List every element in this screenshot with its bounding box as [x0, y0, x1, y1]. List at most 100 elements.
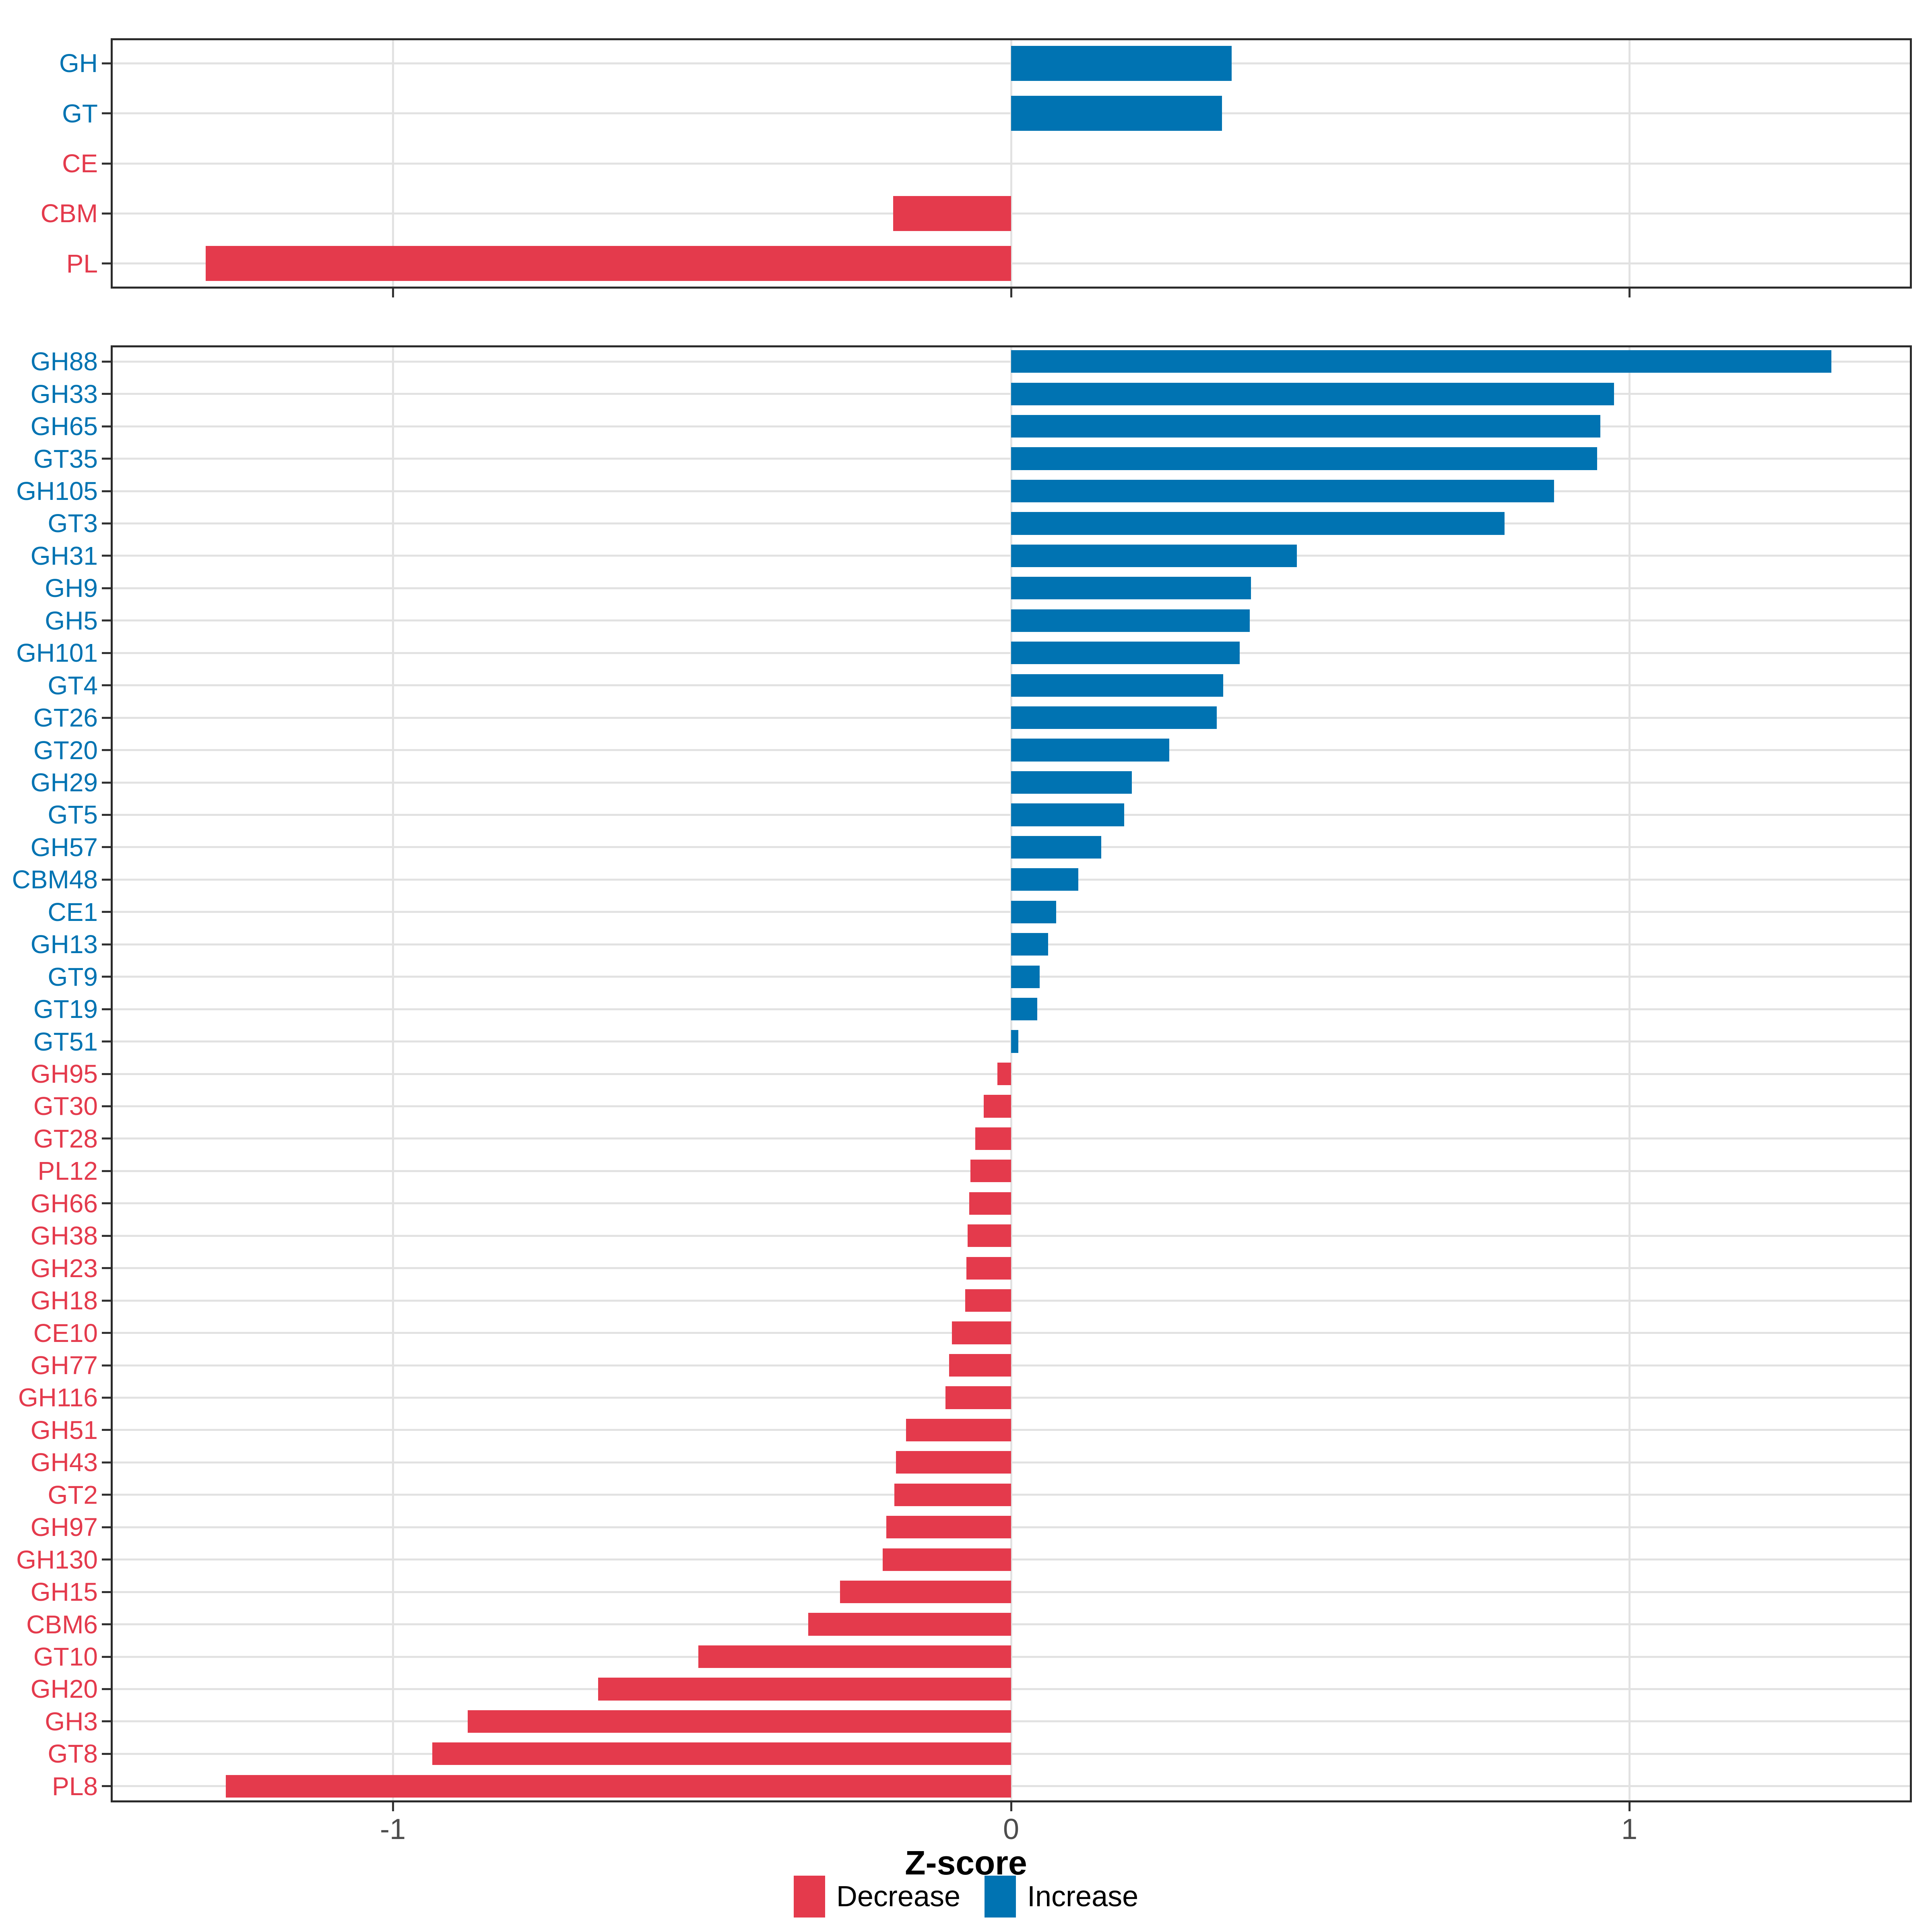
- y-label-GH101: GH101: [16, 638, 98, 668]
- y-label-GH77: GH77: [30, 1351, 98, 1380]
- bar-GH51: [906, 1418, 1011, 1442]
- bar-GH65: [1011, 415, 1600, 438]
- y-tick-GH9: [102, 587, 111, 589]
- y-tick-GH31: [102, 555, 111, 557]
- y-tick-GH65: [102, 425, 111, 427]
- legend: Decrease Increase: [0, 1876, 1932, 1918]
- bar-GT20: [1011, 739, 1170, 762]
- legend-swatch-decrease: [793, 1876, 825, 1918]
- x-tick-label-0: 0: [1003, 1813, 1020, 1845]
- y-label-GT10: GT10: [33, 1642, 98, 1671]
- y-label-CE: CE: [62, 149, 98, 178]
- bar-GT30: [984, 1095, 1011, 1118]
- y-tick-GH20: [102, 1688, 111, 1690]
- y-tick-GH33: [102, 393, 111, 395]
- y-tick-GH116: [102, 1396, 111, 1399]
- y-label-GT8: GT8: [47, 1739, 98, 1769]
- gridline-x--1: [392, 38, 394, 289]
- y-label-GH116: GH116: [18, 1383, 98, 1412]
- bar-GH29: [1011, 771, 1132, 794]
- y-label-GT5: GT5: [47, 800, 98, 830]
- x-tick--1: [392, 1802, 394, 1811]
- y-tick-GH3: [102, 1720, 111, 1723]
- bar-CBM: [893, 196, 1011, 231]
- bar-GH66: [969, 1192, 1011, 1215]
- y-tick-GH66: [102, 1202, 111, 1205]
- bar-GT19: [1011, 997, 1037, 1021]
- y-tick-GT20: [102, 749, 111, 751]
- bar-GT2: [894, 1483, 1011, 1506]
- y-tick-GH105: [102, 490, 111, 492]
- bar-GT28: [975, 1127, 1011, 1150]
- y-tick-GH: [102, 62, 111, 64]
- y-label-GH105: GH105: [16, 477, 98, 506]
- bar-GH15: [840, 1580, 1011, 1604]
- y-label-GH43: GH43: [30, 1448, 98, 1477]
- y-label-GH31: GH31: [30, 541, 98, 570]
- bar-GH18: [965, 1289, 1011, 1312]
- bar-CBM6: [808, 1613, 1011, 1636]
- x-tick-0: [1010, 1802, 1012, 1811]
- y-tick-GT4: [102, 684, 111, 687]
- y-label-GT28: GT28: [33, 1124, 98, 1153]
- bar-GT4: [1011, 674, 1223, 697]
- y-tick-CBM: [102, 212, 111, 215]
- bar-GH3: [467, 1710, 1011, 1733]
- y-label-GH38: GH38: [30, 1221, 98, 1251]
- bar-GT35: [1011, 447, 1598, 470]
- y-label-GH33: GH33: [30, 379, 98, 409]
- x-axis-title: Z-score: [905, 1844, 1027, 1882]
- gridline-x-1: [1628, 345, 1631, 1802]
- y-tick-GT5: [102, 813, 111, 816]
- x-tick-1: [1628, 1802, 1631, 1811]
- y-tick-PL12: [102, 1170, 111, 1172]
- y-label-CE10: CE10: [33, 1318, 98, 1348]
- gridline-x-0: [1010, 345, 1012, 1802]
- y-tick-GT3: [102, 522, 111, 524]
- bar-GH95: [997, 1062, 1011, 1086]
- y-tick-GT2: [102, 1494, 111, 1496]
- bar-GH33: [1011, 382, 1614, 405]
- gridline-x-1: [1628, 38, 1631, 289]
- y-label-GH29: GH29: [30, 768, 98, 797]
- y-label-GT35: GT35: [33, 444, 98, 473]
- legend-label-decrease: Decrease: [836, 1880, 960, 1913]
- bar-GH77: [949, 1354, 1011, 1377]
- y-tick-GT26: [102, 716, 111, 719]
- y-tick-GH101: [102, 652, 111, 654]
- y-label-PL8: PL8: [52, 1771, 98, 1801]
- y-tick-GH29: [102, 781, 111, 784]
- y-label-GT30: GT30: [33, 1092, 98, 1121]
- x-tick-label-1: 1: [1621, 1813, 1638, 1845]
- bar-PL12: [970, 1160, 1011, 1183]
- legend-item-increase: Increase: [985, 1876, 1138, 1918]
- bar-GH105: [1011, 479, 1554, 503]
- bar-GH130: [882, 1548, 1011, 1571]
- y-tick-GT30: [102, 1105, 111, 1107]
- bar-GH43: [896, 1451, 1011, 1474]
- y-label-GH66: GH66: [30, 1189, 98, 1218]
- y-label-GH13: GH13: [30, 930, 98, 959]
- bar-GT51: [1011, 1030, 1019, 1053]
- bar-CE1: [1011, 900, 1057, 923]
- bar-GH97: [886, 1516, 1011, 1539]
- bar-PL8: [226, 1775, 1011, 1798]
- bar-GT10: [698, 1645, 1011, 1668]
- y-label-GT4: GT4: [47, 671, 98, 700]
- y-label-GT2: GT2: [47, 1480, 98, 1509]
- y-tick-GH38: [102, 1234, 111, 1237]
- bar-GH20: [598, 1678, 1011, 1701]
- legend-item-decrease: Decrease: [793, 1876, 960, 1918]
- bar-GT26: [1011, 706, 1217, 729]
- y-tick-GH95: [102, 1073, 111, 1075]
- bar-GH23: [966, 1257, 1011, 1280]
- y-tick-GH23: [102, 1267, 111, 1269]
- y-tick-CBM48: [102, 878, 111, 881]
- y-tick-GH88: [102, 360, 111, 363]
- gridline-x--1: [392, 345, 394, 1802]
- y-label-GH97: GH97: [30, 1513, 98, 1542]
- bar-GT5: [1011, 803, 1125, 826]
- y-tick-GH51: [102, 1429, 111, 1431]
- y-label-PL: PL: [66, 249, 98, 278]
- y-tick-GH5: [102, 619, 111, 622]
